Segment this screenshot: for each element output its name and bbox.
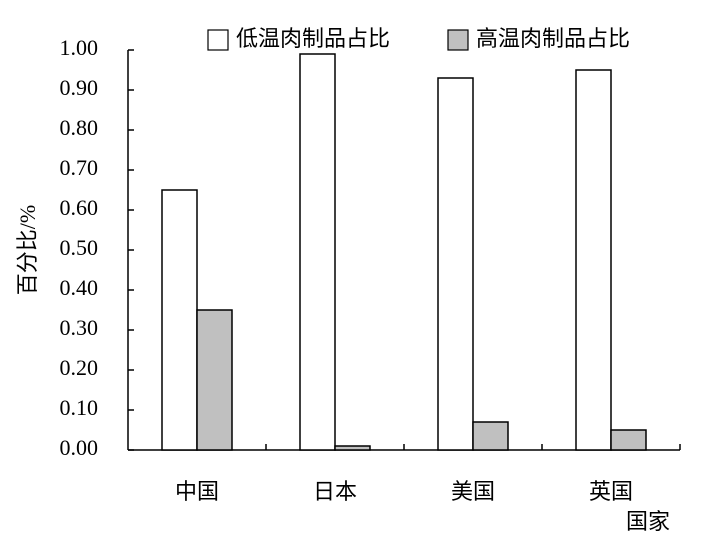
y-tick-label: 0.70 [60,155,99,180]
legend-swatch [207,29,229,51]
legend-swatch [447,29,469,51]
y-tick-label: 0.50 [60,235,99,260]
bar [196,309,233,451]
bar [334,445,371,451]
bar [610,429,647,451]
bar [575,69,612,451]
x-tick-label: 美国 [451,479,495,504]
legend-label: 低温肉制品占比 [236,26,390,51]
y-tick-label: 0.90 [60,75,99,100]
y-tick-label: 0.20 [60,355,99,380]
bar [161,189,198,451]
y-tick-label: 0.30 [60,315,99,340]
x-tick-label: 英国 [589,479,633,504]
y-tick-label: 0.00 [60,435,99,460]
y-tick-label: 0.80 [60,115,99,140]
y-tick-label: 0.10 [60,395,99,420]
x-tick-label: 中国 [175,479,219,504]
y-tick-label: 1.00 [60,35,99,60]
legend-label: 高温肉制品占比 [476,26,630,51]
x-axis-label: 国家 [626,509,670,534]
bar [437,77,474,451]
bar [299,53,336,451]
x-tick-label: 日本 [313,479,357,504]
y-axis-label: 百分比/% [15,205,40,295]
bar [472,421,509,451]
y-tick-label: 0.60 [60,195,99,220]
y-tick-label: 0.40 [60,275,99,300]
